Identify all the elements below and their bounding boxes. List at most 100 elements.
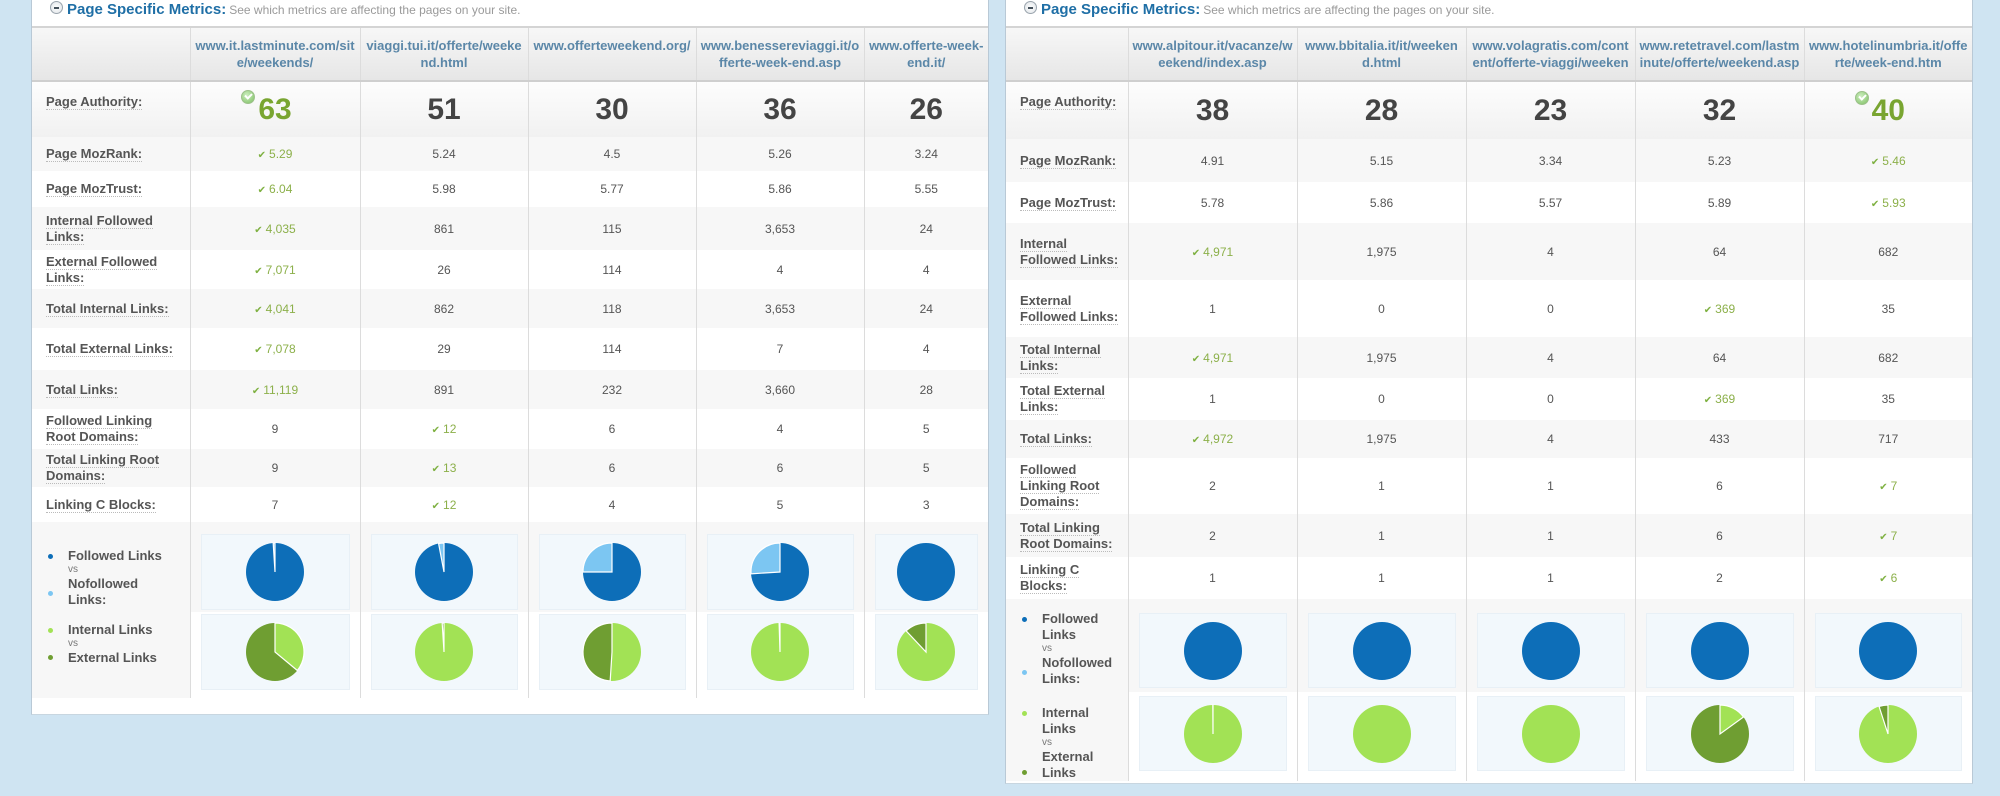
pie-cell bbox=[1128, 599, 1298, 693]
page-authority-cell: 40 bbox=[1804, 81, 1972, 139]
legend-dot-external bbox=[1022, 770, 1027, 775]
metric-value: 4 bbox=[608, 497, 616, 512]
metric-value: 717 bbox=[1878, 432, 1899, 446]
page-authority-cell: 32 bbox=[1635, 81, 1805, 139]
metric-value: 24 bbox=[919, 221, 933, 236]
metric-value: 5.89 bbox=[1707, 195, 1732, 210]
pie-chart-followed-vs-nofollowed bbox=[1690, 621, 1749, 680]
metric-cell: 6 bbox=[1635, 514, 1805, 557]
page-authority-number: 30 bbox=[595, 92, 629, 126]
row-label: Followed Linking Root Domains: bbox=[32, 409, 191, 449]
metric-value: 5.26 bbox=[768, 147, 792, 161]
pie-chart-followed-vs-nofollowed bbox=[750, 542, 809, 601]
metric-value: 1 bbox=[1378, 479, 1385, 493]
page-authority-value: 28 bbox=[1365, 94, 1398, 128]
metric-value: 369 bbox=[1715, 392, 1736, 406]
metric-value: 114 bbox=[602, 342, 622, 356]
metric-value: 13 bbox=[443, 461, 457, 475]
metric-row: Total Links: ✔ 4,972 1,975 4 433 717 bbox=[1006, 420, 1972, 458]
metric-cell: 5 bbox=[864, 449, 988, 487]
page-authority-number: 32 bbox=[1702, 93, 1737, 127]
row-label: External Followed Links: bbox=[32, 250, 191, 289]
metric-cell: ✔ 6 bbox=[1804, 557, 1972, 599]
pie-slice bbox=[1859, 621, 1918, 680]
metric-cell: 1 bbox=[1128, 378, 1298, 420]
pie-legend: Followed Links vs Nofollowed Links: Interna… bbox=[1006, 599, 1129, 781]
metric-row: Linking C Blocks: 1 1 1 2 ✔ 6 bbox=[1006, 557, 1972, 599]
legend-followed-vs-nofollowed: Followed Links vs Nofollowed Links: bbox=[1020, 611, 1128, 687]
pie-slice bbox=[582, 542, 613, 573]
page-authority-number: 38 bbox=[1195, 93, 1230, 127]
metric-value: 1 bbox=[1209, 301, 1216, 316]
metric-value: 4,041 bbox=[265, 301, 296, 316]
pie-slice bbox=[1352, 621, 1411, 680]
column-url-link[interactable]: www.offerte-week-end.it/ bbox=[869, 38, 984, 70]
metric-row: Internal Followed Links: ✔ 4,035 861 115 3,65… bbox=[32, 207, 988, 250]
metric-cell: 6 bbox=[696, 449, 865, 487]
row-label: Total Links: bbox=[1006, 420, 1129, 458]
row-label: Page Authority: bbox=[32, 81, 191, 137]
collapse-icon[interactable] bbox=[1024, 1, 1037, 15]
metric-cell: 4 bbox=[696, 409, 865, 449]
pie-chart-followed-vs-nofollowed bbox=[1183, 621, 1242, 680]
metric-cell: 5.15 bbox=[1297, 139, 1467, 182]
metric-value: 4,035 bbox=[265, 221, 296, 236]
metric-cell: 5.86 bbox=[696, 171, 865, 207]
metric-row: Internal Followed Links: ✔ 4,971 1,975 4 64 68… bbox=[1006, 223, 1972, 280]
metric-value: 433 bbox=[1709, 432, 1730, 446]
pie-cell bbox=[1466, 599, 1636, 693]
metric-value: 5.46 bbox=[1882, 153, 1906, 168]
metric-value: 5 bbox=[776, 497, 784, 512]
column-url-link[interactable]: www.hotelinumbria.it/offerte/week-end.ht… bbox=[1809, 38, 1968, 70]
column-url-link[interactable]: www.retetravel.com/lastminute/offerte/we… bbox=[1639, 38, 1800, 70]
best-check-badge-icon bbox=[241, 89, 256, 104]
column-url-link[interactable]: viaggi.tui.it/offerte/weekend.html bbox=[366, 38, 522, 70]
metric-value: 0 bbox=[1378, 301, 1385, 316]
metric-row: Page MozTrust: 5.78 5.86 5.57 5.89 ✔ 5.93 bbox=[1006, 182, 1972, 223]
metric-cell: ✔ 7 bbox=[1804, 458, 1972, 514]
row-label-text: Total Internal Links: bbox=[46, 300, 169, 317]
metric-cell: ✔ 12 bbox=[360, 487, 529, 522]
pie-slice bbox=[750, 542, 781, 575]
row-label: Total Internal Links: bbox=[1006, 337, 1129, 378]
pie-row-internal bbox=[32, 612, 988, 698]
pie-box bbox=[1476, 696, 1625, 772]
pie-cell bbox=[696, 522, 865, 612]
metric-value: 6.04 bbox=[269, 182, 293, 196]
column-url-link[interactable]: www.volagratis.com/content/offerte-viagg… bbox=[1472, 38, 1629, 70]
metric-value: 5.86 bbox=[768, 182, 792, 196]
check-icon: ✔ bbox=[431, 425, 441, 436]
metric-cell: ✔ 4,972 bbox=[1128, 420, 1298, 458]
column-url-link[interactable]: www.offerteweekend.org/ bbox=[533, 38, 691, 53]
column-url-link[interactable]: www.benessereviaggi.it/offerte-week-end.… bbox=[700, 38, 860, 70]
metric-cell: 3,660 bbox=[696, 370, 865, 409]
column-header: www.hotelinumbria.it/offerte/week-end.ht… bbox=[1804, 28, 1972, 82]
page-authority-value: 51 bbox=[427, 93, 460, 127]
metric-cell: 5.57 bbox=[1466, 182, 1636, 223]
pie-legend: Followed Links vs Nofollowed Links: Interna… bbox=[32, 522, 191, 698]
metric-value: 1 bbox=[1378, 571, 1385, 585]
metric-value: 2 bbox=[1716, 571, 1723, 585]
collapse-icon[interactable] bbox=[50, 1, 63, 15]
column-url-link[interactable]: www.bbitalia.it/it/weekend.html bbox=[1305, 38, 1458, 70]
check-icon: ✔ bbox=[1870, 156, 1880, 168]
metric-value: 3 bbox=[922, 497, 930, 512]
pie-box bbox=[706, 534, 854, 610]
metric-cell: 114 bbox=[528, 250, 697, 289]
pie-box bbox=[1307, 696, 1456, 772]
pie-cell bbox=[1635, 599, 1805, 693]
metric-value: 6 bbox=[1890, 571, 1898, 585]
metric-cell: ✔ 369 bbox=[1635, 280, 1805, 337]
row-label: Total External Links: bbox=[32, 328, 191, 370]
metric-value: 1 bbox=[1547, 479, 1554, 493]
legend-vs: vs bbox=[1042, 737, 1052, 748]
metric-value: 0 bbox=[1547, 301, 1554, 316]
pie-cell bbox=[696, 612, 865, 698]
metric-value: 4 bbox=[1547, 350, 1554, 365]
row-label: Page MozRank: bbox=[32, 137, 191, 171]
page-authority-value: 32 bbox=[1703, 94, 1736, 128]
metric-cell: 26 bbox=[360, 250, 529, 289]
column-url-link[interactable]: www.it.lastminute.com/site/weekends/ bbox=[195, 38, 355, 70]
column-url-link[interactable]: www.alpitour.it/vacanze/weekend/index.as… bbox=[1132, 38, 1293, 70]
check-icon: ✔ bbox=[1870, 198, 1880, 210]
